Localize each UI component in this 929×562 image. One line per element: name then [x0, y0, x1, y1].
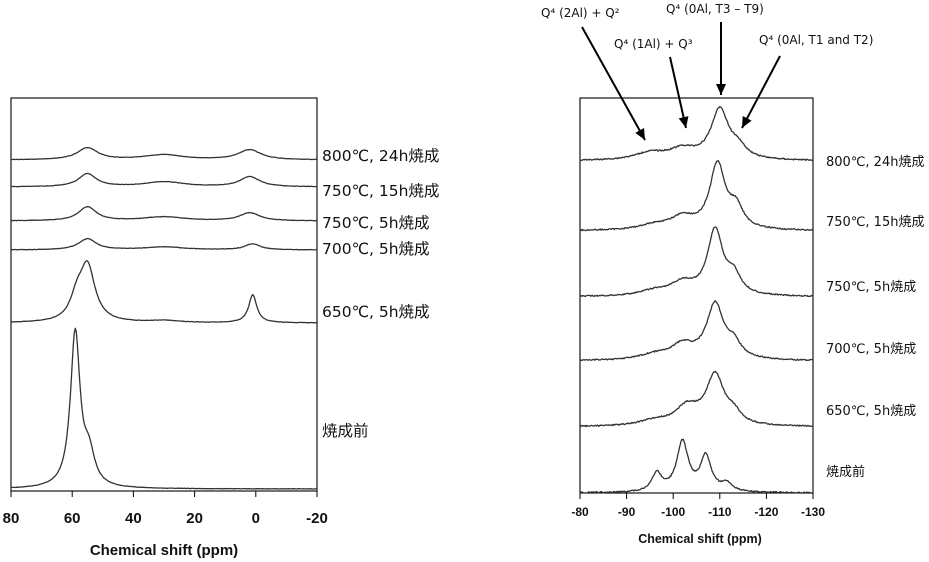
- spectrum-line-1: [10, 147, 318, 161]
- x-tick-label: 0: [252, 510, 260, 527]
- arrowhead: [635, 127, 645, 140]
- right-series-labels: 800℃, 24h焼成 750℃, 15h焼成 750℃, 5h焼成 700℃, 5h…: [826, 155, 924, 480]
- series-label: 焼成前: [322, 422, 369, 440]
- left-series-labels: 800℃, 24h焼成 750℃, 15h焼成 750℃, 5h焼成 700℃, 5h…: [322, 147, 439, 440]
- annotation-arrow: [581, 26, 646, 141]
- left-x-ticks: 80 60 40 20 0 -20: [3, 491, 328, 527]
- series-label: 焼成前: [826, 464, 865, 480]
- right-spectra: [579, 105, 814, 494]
- spectrum-line-6: [579, 438, 814, 494]
- peak-annotations: Q⁴ (2Al) + Q² Q⁴ (1Al) + Q³ Q⁴ (0Al, T3 – …: [541, 2, 873, 141]
- spectrum-line-5: [10, 260, 318, 324]
- spectrum-line-4: [579, 300, 814, 362]
- x-tick-label: -90: [618, 505, 636, 519]
- series-label: 700℃, 5h焼成: [826, 342, 916, 357]
- spectrum-line-4: [10, 237, 317, 251]
- peak-annotation-label: Q⁴ (0Al, T3 – T9): [666, 2, 764, 16]
- x-tick-label: 40: [125, 510, 142, 527]
- right-plot-frame: [579, 97, 814, 494]
- x-tick-label: 60: [64, 510, 81, 527]
- x-tick-label: -20: [306, 510, 328, 527]
- left-x-axis-label: Chemical shift (ppm): [90, 542, 238, 559]
- x-tick-label: -120: [754, 505, 778, 519]
- spectrum-line-6: [10, 327, 318, 490]
- series-label: 800℃, 24h焼成: [322, 147, 439, 165]
- peak-annotation-label: Q⁴ (0Al, T1 and T2): [759, 33, 873, 47]
- arrowhead: [742, 115, 752, 128]
- spectrum-line-2: [579, 159, 814, 232]
- right-x-ticks: -80 -90 -100 -110 -120 -130: [571, 493, 825, 519]
- left-nmr-panel: 80 60 40 20 0 -20 800℃, 24h焼成 750℃, 15h焼成 750℃,…: [3, 97, 439, 559]
- right-x-axis-label: Chemical shift (ppm): [638, 532, 762, 546]
- left-spectra: [10, 147, 318, 490]
- spectrum-line-1: [579, 105, 814, 162]
- x-tick-label: 20: [186, 510, 203, 527]
- series-label: 650℃, 5h焼成: [322, 303, 430, 321]
- arrowhead: [678, 116, 689, 128]
- series-label: 700℃, 5h焼成: [322, 240, 430, 258]
- spectrum-line-5: [579, 370, 814, 428]
- annotation-arrow: [669, 56, 687, 129]
- x-tick-label: 80: [3, 510, 20, 527]
- x-tick-label: -110: [708, 505, 732, 519]
- spectrum-line-3: [579, 226, 814, 298]
- series-label: 750℃, 15h焼成: [826, 215, 924, 230]
- series-label: 750℃, 15h焼成: [322, 182, 439, 200]
- x-tick-label: -130: [801, 505, 825, 519]
- series-label: 800℃, 24h焼成: [826, 155, 924, 170]
- annotation-arrow: [741, 55, 781, 129]
- left-plot-frame: [10, 97, 318, 492]
- x-tick-label: -100: [661, 505, 685, 519]
- spectrum-line-3: [10, 206, 318, 222]
- right-nmr-panel: -80 -90 -100 -110 -120 -130 800℃, 24h焼成 750℃, …: [541, 2, 924, 546]
- peak-annotation-label: Q⁴ (1Al) + Q³: [614, 37, 693, 51]
- series-label: 750℃, 5h焼成: [322, 214, 430, 232]
- x-tick-label: -80: [571, 505, 589, 519]
- peak-annotation-label: Q⁴ (2Al) + Q²: [541, 6, 620, 20]
- series-label: 650℃, 5h焼成: [826, 404, 916, 419]
- spectrum-line-2: [11, 172, 317, 188]
- arrowhead: [716, 84, 726, 95]
- series-label: 750℃, 5h焼成: [826, 280, 916, 295]
